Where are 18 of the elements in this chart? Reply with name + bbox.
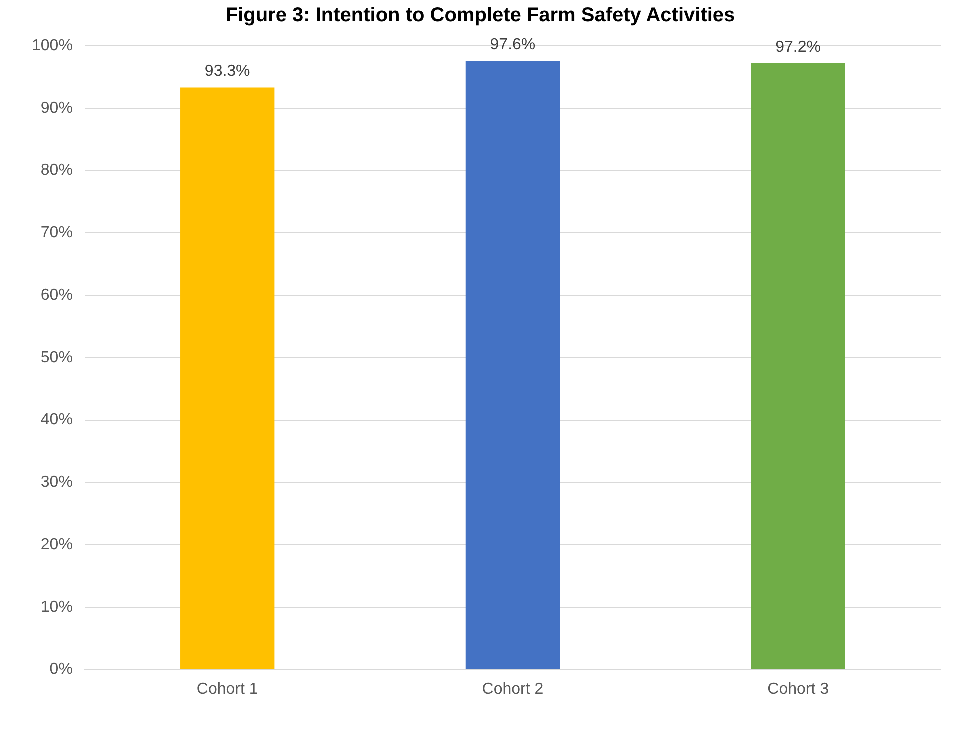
y-tick-label: 20% [40, 536, 73, 554]
y-tick-label: 0% [50, 661, 73, 678]
x-tick-label: Cohort 2 [482, 680, 544, 698]
y-tick-label: 60% [40, 286, 73, 304]
y-tick-label: 80% [40, 162, 73, 180]
y-tick-label: 10% [40, 598, 73, 616]
y-tick-label: 100% [32, 37, 73, 54]
data-label: 97.6% [490, 36, 536, 54]
y-tick-label: 90% [40, 100, 73, 117]
data-label: 97.2% [776, 38, 822, 56]
x-tick-label: Cohort 1 [196, 680, 258, 698]
x-tick-label: Cohort 3 [768, 680, 830, 698]
y-tick-label: 50% [40, 349, 73, 366]
chart-title: Figure 3: Intention to Complete Farm Safety Activities [226, 4, 736, 27]
y-tick-label: 40% [40, 412, 73, 429]
y-tick-label: 70% [40, 224, 73, 242]
data-label: 93.3% [204, 63, 250, 80]
y-tick-label: 30% [40, 474, 73, 492]
